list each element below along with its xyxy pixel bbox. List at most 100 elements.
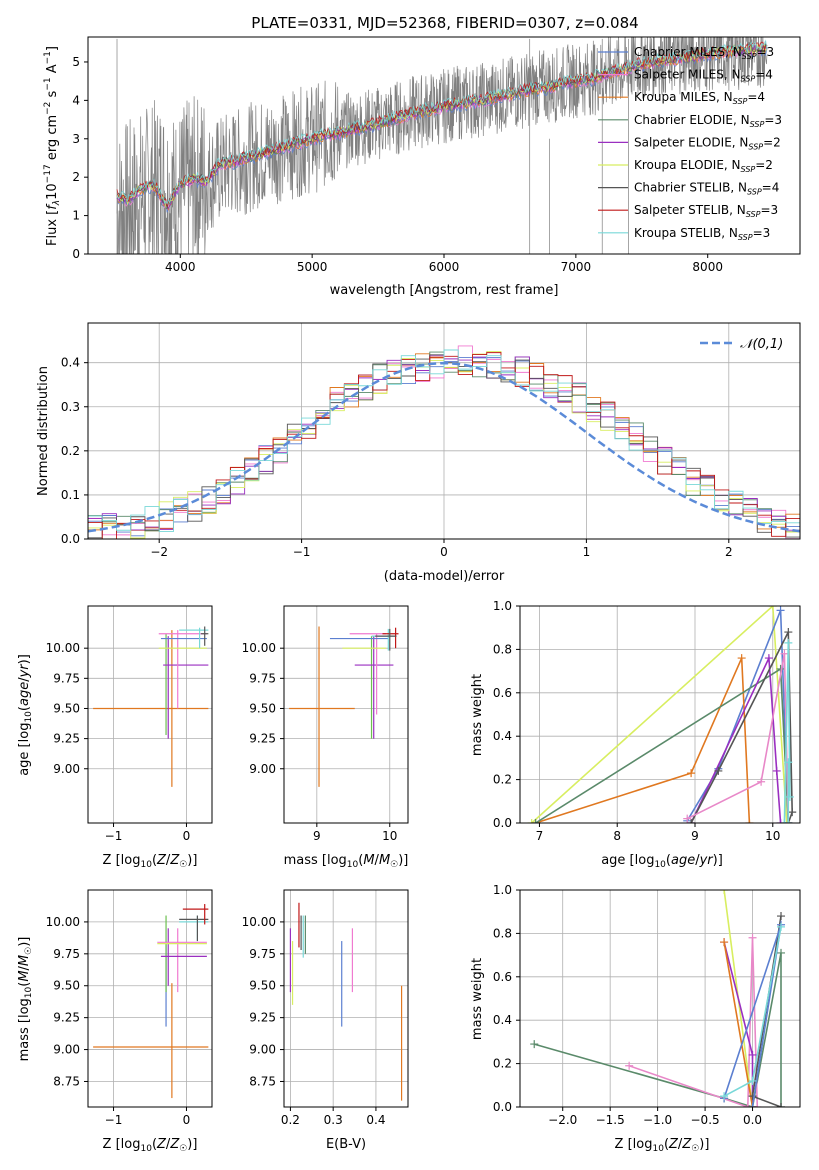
x-tick-label: 0	[183, 829, 191, 843]
x-tick-label: 10	[382, 829, 397, 843]
y-tick-label: 1.0	[493, 883, 512, 897]
x-tick-label: −2.0	[548, 1113, 577, 1127]
mass-vs-extinction-panel: 0.2 0.3 0.4 8.75 9.00 9.25 9.50 9.75 10.00	[242, 889, 409, 1127]
plot-area	[289, 626, 399, 787]
spectrum-y-tick-label: 2	[72, 170, 80, 184]
ageZ-y-label: age [log10(age/yr)]	[17, 654, 34, 776]
massweight-marker	[784, 819, 793, 823]
massZ-x-label: Z [log10(Z/Z☉)]	[103, 1137, 198, 1154]
x-tick-label: −1	[105, 1113, 123, 1127]
massweight-marker	[764, 654, 773, 663]
y-tick-label: 0.0	[493, 816, 512, 830]
massweight-marker	[748, 1103, 757, 1107]
x-tick-label: 10	[765, 829, 780, 843]
massweight-marker	[784, 638, 793, 647]
spectrum-panel: PLATE=0331, MJD=52368, FIBERID=0307, z=0…	[43, 14, 801, 298]
histogram-x-label: (data-model)/error	[384, 569, 505, 584]
massweight-marker	[776, 606, 785, 615]
plot-area	[527, 606, 797, 823]
massweight-line	[533, 952, 782, 1107]
legend-label: Salpeter ELODIE, NSSP=2	[634, 135, 781, 151]
x-tick-label: 7	[536, 829, 544, 843]
y-tick-label: 8.75	[53, 1074, 80, 1088]
plot-area	[289, 902, 403, 1101]
massweight-marker	[720, 938, 729, 947]
plot-area	[93, 904, 209, 1099]
x-tick-label: 0	[183, 1113, 191, 1127]
massweight-marker	[531, 819, 540, 823]
massweight-marker	[788, 808, 797, 817]
y-tick-label: 0.8	[493, 926, 512, 940]
legend-label: Kroupa ELODIE, NSSP=2	[634, 158, 773, 174]
massweight-marker	[737, 654, 746, 663]
panel-frame	[519, 889, 801, 1108]
y-tick-label: 9.50	[53, 979, 80, 993]
y-tick-label: 0.4	[493, 1013, 512, 1027]
mwZ-x-label: Z [log10(Z/Z☉)]	[615, 1137, 710, 1154]
y-tick-label: 9.50	[249, 701, 276, 715]
y-tick-label: 0.8	[493, 642, 512, 656]
massweight-marker	[720, 1092, 729, 1101]
massweight-line	[723, 941, 754, 1107]
massweight-marker	[776, 819, 785, 823]
spectrum-title: PLATE=0331, MJD=52368, FIBERID=0307, z=0…	[251, 14, 638, 32]
x-tick-label: −0.5	[691, 1113, 720, 1127]
residual-histograms	[88, 345, 800, 539]
spectrum-y-label: Flux [fλ10−17 erg cm−2 s−1 A−1]	[43, 46, 62, 246]
massweight-marker	[784, 628, 793, 637]
massweight-marker	[772, 766, 781, 775]
y-tick-label: 1.0	[493, 599, 512, 613]
y-tick-label: 9.00	[249, 1043, 276, 1057]
y-tick-label: 0.4	[493, 729, 512, 743]
residual-histogram	[88, 349, 800, 539]
massweight-marker	[768, 606, 777, 610]
residual-panel: −2 −1 0 1 2 0.0 0.1 0.2 0.3 0.4 𝒩(0,1) (data-mod…	[36, 322, 801, 584]
massweight-marker	[748, 1076, 757, 1085]
massweight-marker	[777, 1103, 786, 1107]
mwZ-y-label: mass weight	[470, 958, 485, 1040]
histogram-x-tick-label: 1	[583, 545, 591, 559]
model-spectrum-line	[116, 44, 768, 210]
y-tick-label: 9.00	[249, 762, 276, 776]
y-tick-label: 9.25	[249, 1011, 276, 1025]
mass-vs-metallicity-panel: −1 0 8.75 9.00 9.25 9.50 9.75 10.00	[46, 889, 213, 1127]
massweight-vs-metallicity-panel: −2.0 −1.5 −1.0 −0.5 0.0 0.0 0.2 0.4 0.6 0.8 1.0	[493, 883, 801, 1127]
x-tick-label: 9	[313, 829, 321, 843]
histogram-x-tick-label: 2	[725, 545, 733, 559]
massweight-marker	[753, 1103, 762, 1107]
massZ-y-label: mass [log10(M/M☉)]	[17, 937, 34, 1062]
massweight-marker	[743, 1103, 752, 1107]
histogram-y-tick-label: 0.4	[61, 356, 80, 370]
massweight-marker	[714, 766, 723, 775]
x-tick-label: 8	[613, 829, 621, 843]
y-tick-label: 0.2	[493, 1057, 512, 1071]
x-tick-label: −1.5	[596, 1113, 625, 1127]
massweight-line	[628, 937, 759, 1107]
y-tick-label: 0.6	[493, 686, 512, 700]
spectrum-y-tick-label: 4	[72, 93, 80, 107]
x-tick-label: −1.0	[643, 1113, 672, 1127]
massweight-marker	[780, 649, 789, 658]
y-tick-label: 9.00	[53, 762, 80, 776]
spectrum-y-tick-label: 1	[72, 209, 80, 223]
massweight-line	[686, 610, 790, 823]
massweight-marker	[780, 819, 789, 823]
massweight-marker	[784, 758, 793, 767]
massweight-marker	[757, 777, 766, 786]
histogram-y-tick-label: 0.0	[61, 532, 80, 546]
y-tick-label: 9.75	[53, 671, 80, 685]
histogram-y-tick-label: 0.1	[61, 488, 80, 502]
massweight-line	[531, 606, 788, 823]
mwage-y-label: mass weight	[470, 674, 485, 756]
massweight-marker	[748, 1050, 757, 1059]
legend-label: Salpeter STELIB, NSSP=3	[634, 203, 778, 219]
y-tick-label: 10.00	[242, 915, 276, 929]
massebv-x-label: E(B-V)	[326, 1137, 366, 1152]
panel-frame	[283, 605, 409, 824]
panel-frame	[87, 889, 213, 1108]
massweight-marker	[782, 819, 791, 823]
spectrum-x-tick-label: 6000	[429, 260, 460, 274]
y-tick-label: 10.00	[46, 915, 80, 929]
spectrum-x-tick-label: 7000	[561, 260, 592, 274]
